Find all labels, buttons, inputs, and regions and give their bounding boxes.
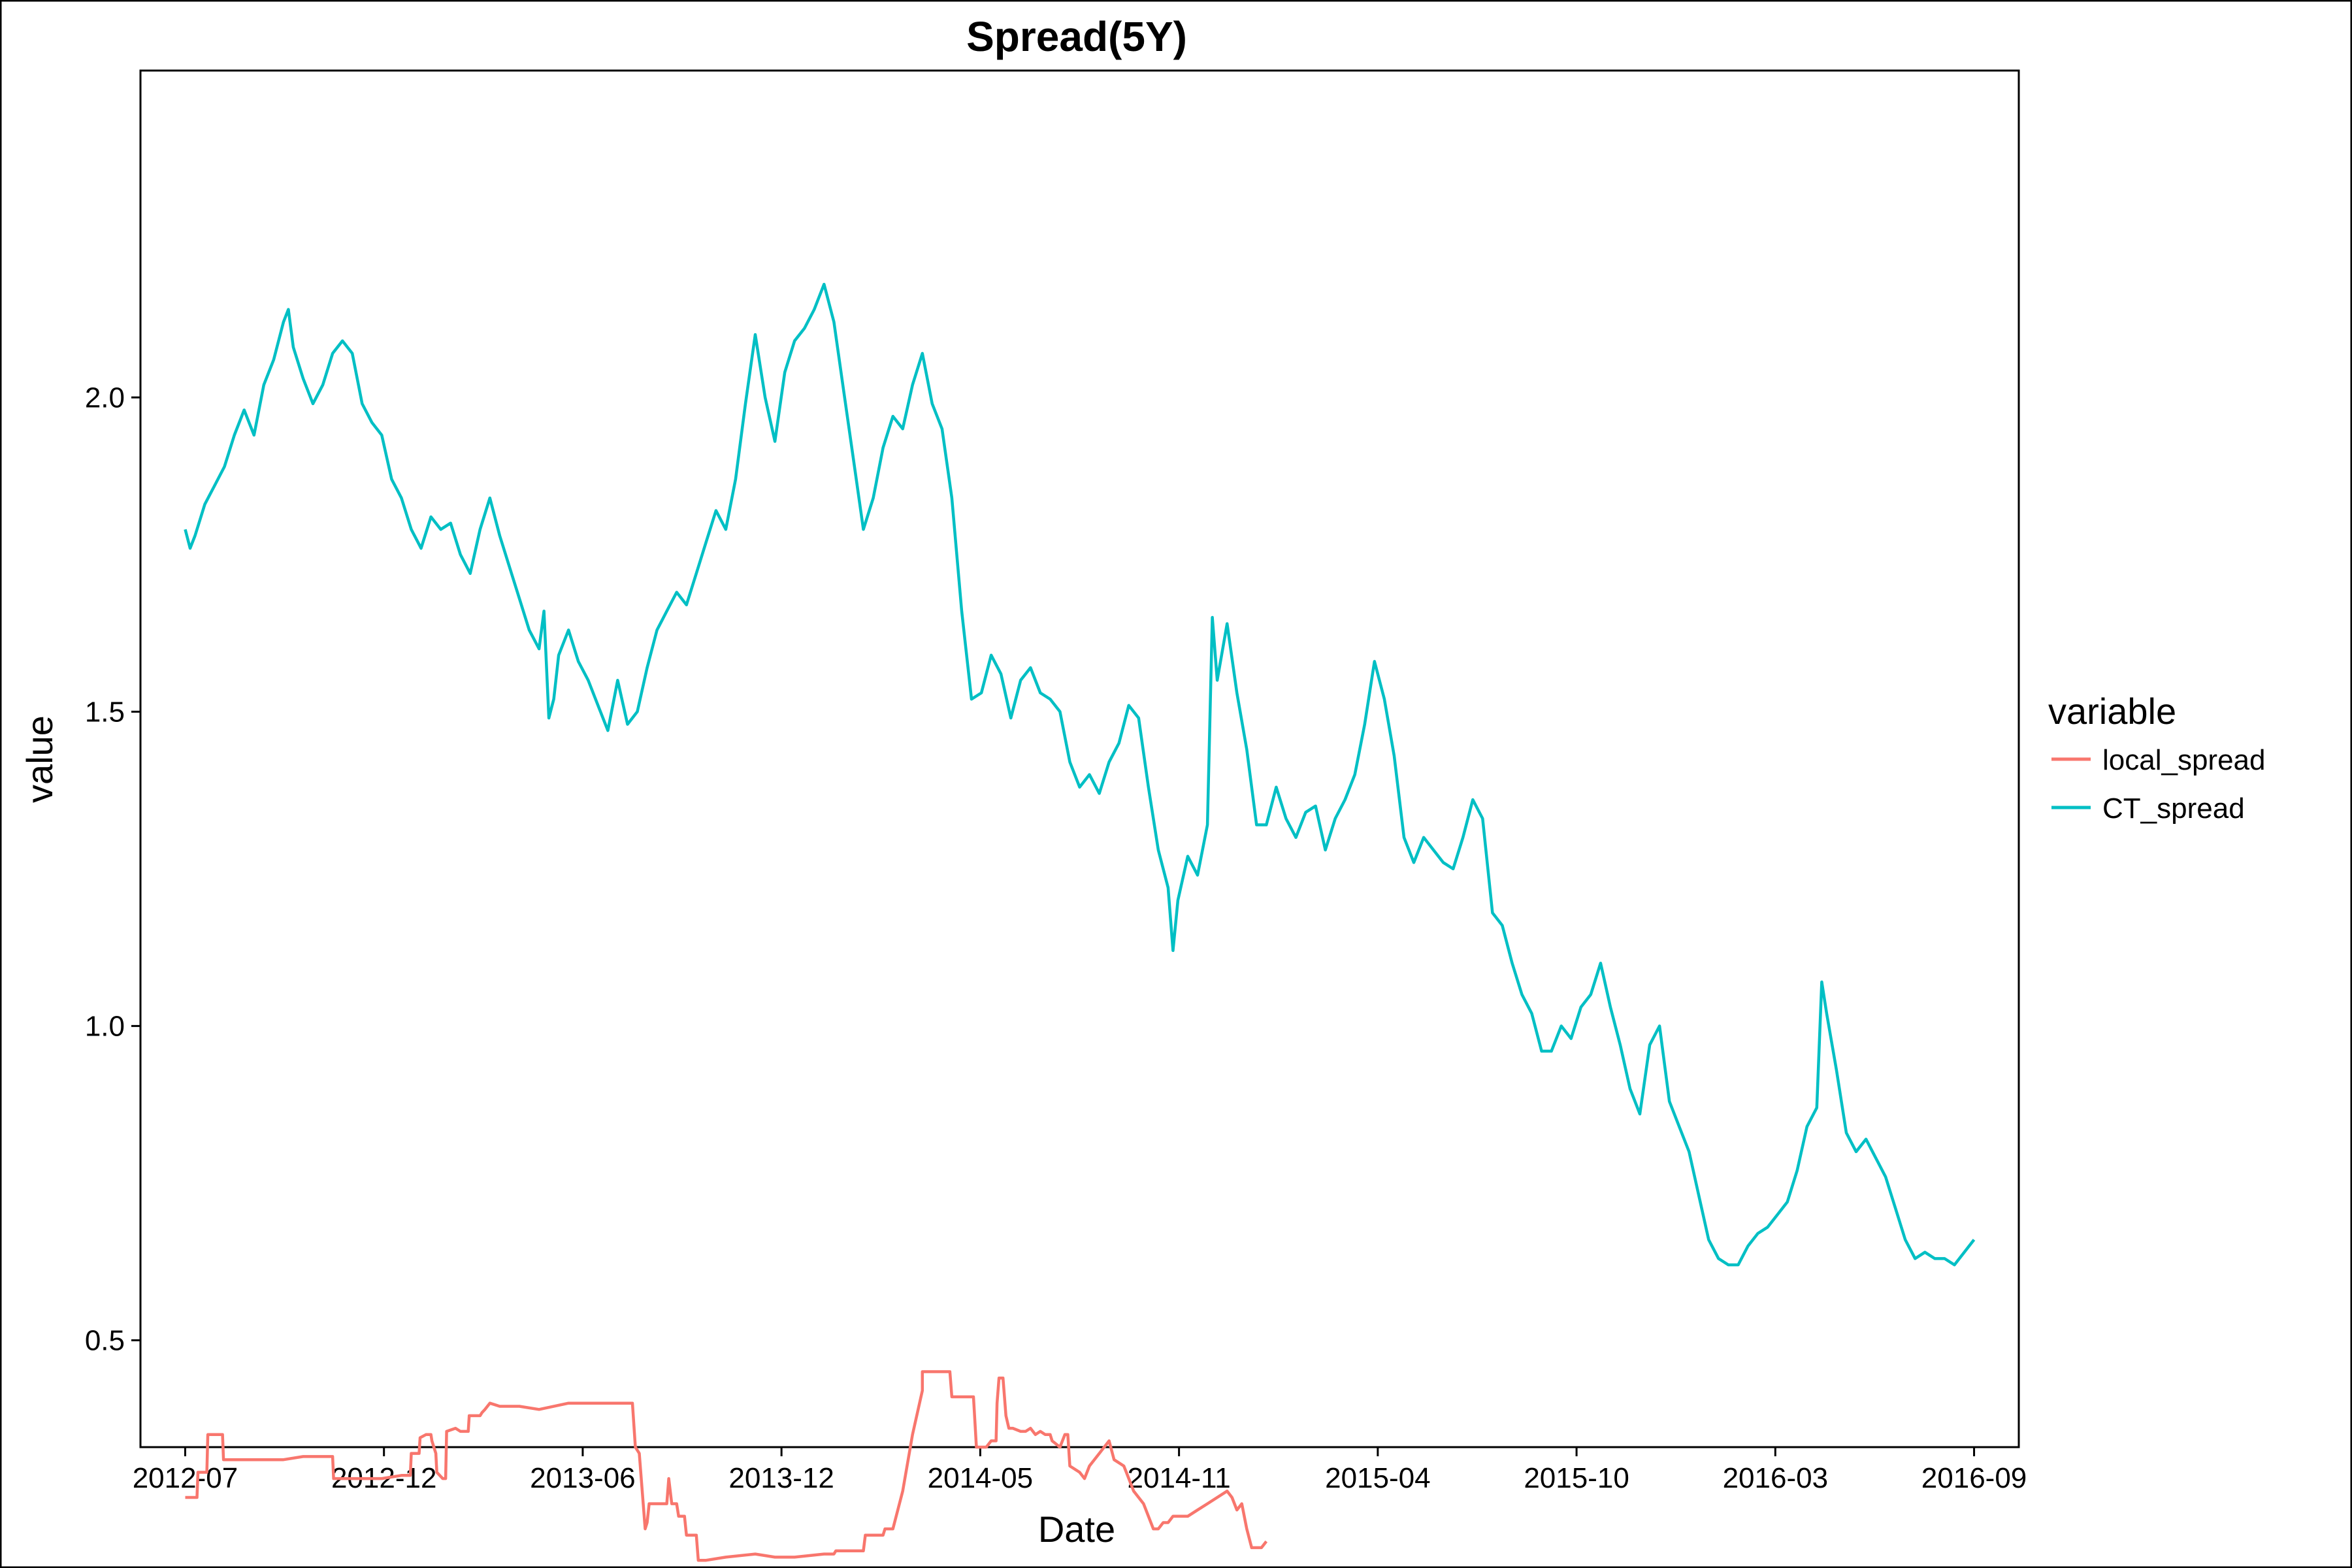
- legend-label-ct-spread: CT_spread: [2102, 792, 2245, 825]
- x-tick-label-2: 2013-06: [530, 1462, 635, 1494]
- x-axis-title: Date: [1038, 1509, 1115, 1550]
- x-tick-label-8: 2016-03: [1723, 1462, 1828, 1494]
- y-axis-title: value: [19, 715, 60, 803]
- x-tick-label-4: 2014-05: [928, 1462, 1033, 1494]
- y-tick-label-0: 0.5: [85, 1324, 125, 1356]
- legend: variable local_spread CT_spread: [2048, 691, 2266, 825]
- legend-title: variable: [2048, 691, 2176, 732]
- x-tick-label-9: 2016-09: [1921, 1462, 2027, 1494]
- y-tick-label-2: 1.5: [85, 696, 125, 728]
- chart-title: Spread(5Y): [966, 13, 1187, 60]
- y-tick-label-3: 2.0: [85, 382, 125, 414]
- x-tick-label-3: 2013-12: [728, 1462, 834, 1494]
- series-layer: [184, 282, 1976, 1562]
- series-line-local-spread: [185, 1370, 1268, 1562]
- x-tick-label-6: 2015-04: [1325, 1462, 1430, 1494]
- y-tick-label-1: 1.0: [85, 1010, 125, 1042]
- series-line-ct-spread: [184, 282, 1976, 1267]
- y-axis: 0.5 1.0 1.5 2.0: [85, 382, 140, 1356]
- x-tick-label-7: 2015-10: [1524, 1462, 1629, 1494]
- plot-panel: [139, 69, 2020, 1448]
- x-tick-label-5: 2014-11: [1128, 1462, 1231, 1494]
- legend-label-local-spread: local_spread: [2102, 744, 2266, 776]
- x-tick-label-0: 2012-07: [133, 1462, 238, 1494]
